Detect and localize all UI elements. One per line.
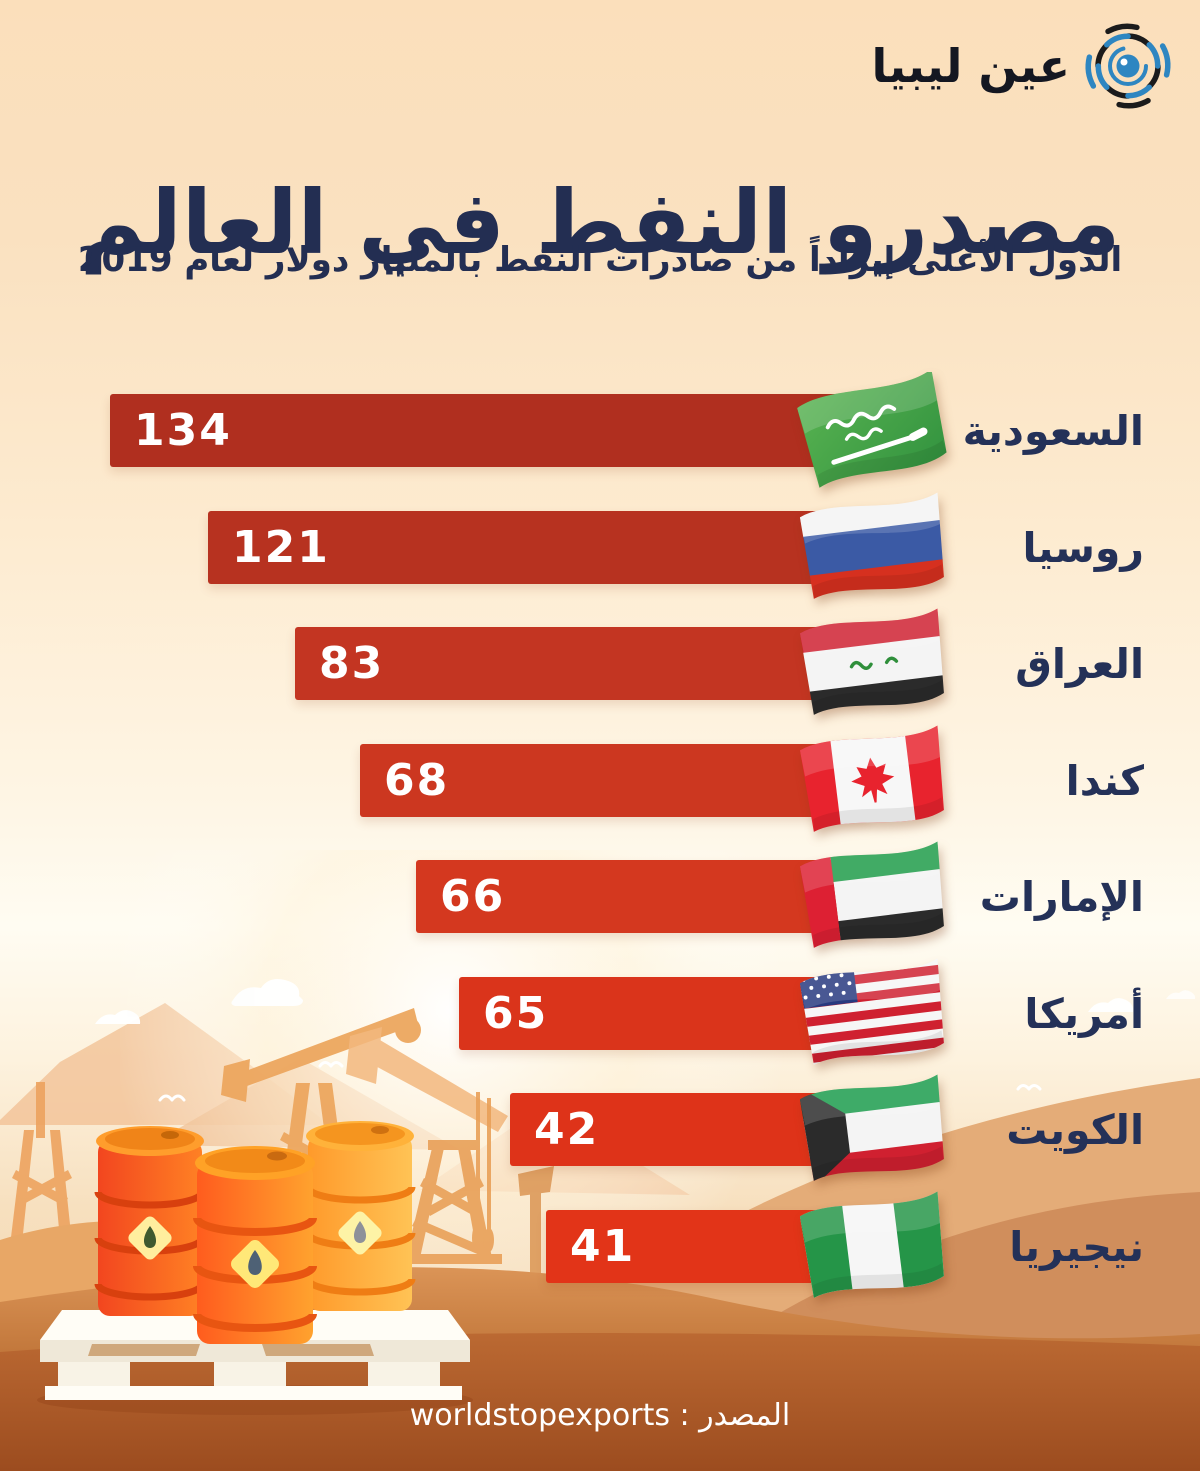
bar-row-nigeria: 41 نيجيريا	[0, 1191, 1200, 1299]
site-logo: عين ليبيا	[872, 20, 1175, 112]
country-label: الإمارات	[979, 872, 1144, 921]
page-subtitle: الدول الأعلى إيراداً من صادرات النفط بال…	[77, 240, 1123, 280]
source-line: المصدر : worldstopexports	[0, 1398, 1200, 1433]
bar-row-usa: 65	[0, 958, 1200, 1066]
bar-row-saudi-arabia: 134	[0, 372, 1200, 490]
bar-uae: 66	[416, 860, 870, 933]
page-title: مصدرو النفط في العالم	[79, 170, 1122, 274]
bar-iraq: 83	[295, 627, 870, 700]
iraq-flag-icon	[793, 605, 953, 723]
nigeria-flag-icon	[793, 1188, 953, 1306]
birds	[158, 1061, 1042, 1102]
russia-flag-icon	[793, 489, 953, 607]
saudi-arabia-flag-icon	[793, 372, 953, 490]
country-label: العراق	[1015, 639, 1144, 688]
country-label: الكويت	[1006, 1105, 1144, 1154]
country-label: السعودية	[962, 406, 1144, 455]
bar-row-russia: 121 روسيا	[0, 492, 1200, 600]
canada-flag-icon	[793, 722, 953, 840]
bar-value: 42	[534, 1104, 600, 1155]
bar-value: 121	[232, 522, 330, 573]
oil-barrels-illustration	[37, 1121, 473, 1415]
usa-flag-icon	[793, 955, 953, 1073]
source-label: المصدر :	[679, 1398, 791, 1433]
logo-text: عين ليبيا	[871, 39, 1071, 93]
country-label: روسيا	[1022, 523, 1144, 572]
bar-saudi-arabia: 134	[110, 394, 870, 467]
bottom-band	[0, 1333, 1200, 1471]
kuwait-flag-icon	[793, 1071, 953, 1189]
bar-row-iraq: 83 الع	[0, 608, 1200, 716]
clouds	[94, 979, 1196, 1024]
source-name: worldstopexports	[409, 1398, 670, 1433]
bar-canada: 68	[360, 744, 870, 817]
bar-value: 68	[384, 755, 450, 806]
eye-swirl-icon	[1085, 23, 1171, 109]
country-label: أمريكا	[1024, 989, 1144, 1038]
uae-flag-icon	[793, 838, 953, 956]
oil-barrel-icon	[193, 1146, 317, 1344]
country-label: كندا	[1065, 756, 1144, 805]
oil-barrel-icon	[94, 1126, 206, 1316]
oil-barrel-icon	[304, 1121, 416, 1311]
derrick-icon	[0, 1027, 554, 1284]
bar-value: 83	[319, 638, 385, 689]
bar-row-uae: 66 الإ	[0, 841, 1200, 949]
bar-value: 134	[134, 405, 232, 456]
bar-value: 65	[483, 988, 549, 1039]
country-label: نيجيريا	[1009, 1222, 1144, 1271]
bar-russia: 121	[208, 511, 870, 584]
bar-value: 66	[440, 871, 506, 922]
bar-row-canada: 68 كندا	[0, 725, 1200, 833]
bar-row-kuwait: 42 الك	[0, 1074, 1200, 1182]
bar-value: 41	[570, 1221, 636, 1272]
